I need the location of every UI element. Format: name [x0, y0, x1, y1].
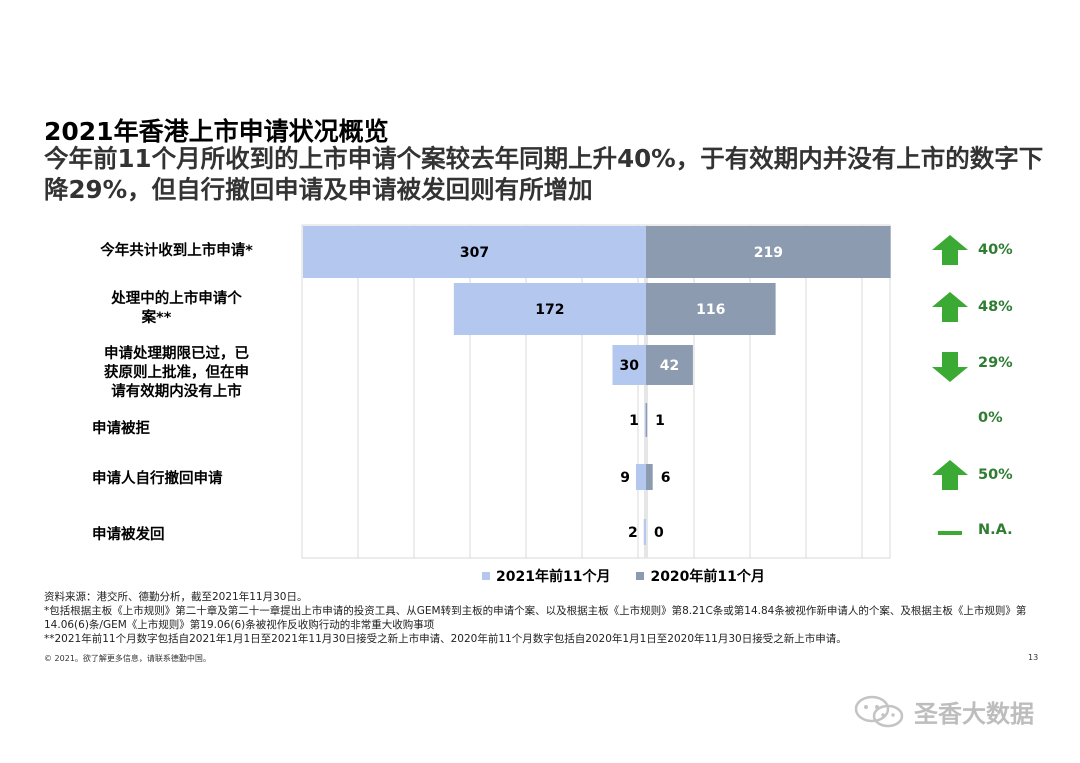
category-label-line: 案** [141, 310, 172, 326]
category-label-line: 请有效期内没有上市 [111, 384, 242, 400]
bar-2021 [644, 403, 646, 437]
value-label-2020: 42 [660, 358, 679, 374]
value-label-2021: 2 [628, 525, 638, 541]
page-subtitle: 今年前11个月所收到的上市申请个案较去年同期上升40%，于有效期内并没有上市的数… [44, 144, 1044, 204]
up-arrow-icon [932, 235, 968, 265]
bar-2021 [303, 226, 646, 278]
legend-swatch-2021 [482, 572, 490, 580]
value-label-2021: 1 [629, 413, 639, 429]
value-label-2021: 30 [619, 358, 639, 374]
category-label-received: 今年共计收到上市申请* [100, 243, 253, 259]
category-label-line: 处理中的上市申请个 [111, 291, 242, 307]
down-arrow-icon [932, 352, 968, 382]
value-label-2021: 9 [620, 470, 630, 486]
change-label: 29% [978, 355, 1013, 371]
footnote-source: 资料来源：港交所、德勤分析，截至2021年11月30日。 [44, 591, 308, 603]
change-label: 40% [978, 242, 1013, 258]
chart-legend: 2021年前11个月 2020年前11个月 [482, 566, 765, 586]
up-arrow-icon [932, 292, 968, 322]
change-label: N.A. [978, 522, 1013, 538]
bar-2021 [612, 345, 646, 385]
change-label: 50% [978, 467, 1013, 483]
plot-frame [301, 224, 891, 559]
page-title: 2021年香港上市申请状况概览 [44, 117, 389, 146]
value-label-2020: 219 [754, 245, 783, 261]
category-label-rejected: 申请被拒 [92, 421, 150, 437]
wechat-icon [854, 695, 904, 727]
watermark: 圣香大数据 [852, 694, 1034, 729]
category-label-line: 申请处理期限已过，已 [104, 346, 249, 362]
bar-2021 [453, 283, 646, 335]
legend-label-2021: 2021年前11个月 [496, 569, 611, 585]
legend-item-2021: 2021年前11个月 [482, 566, 610, 586]
value-label-2021: 307 [460, 245, 489, 261]
bar-2020 [646, 345, 693, 385]
category-label-lapsed: 申请处理期限已过，已 获原则上批准，但在申 请有效期内没有上市 [84, 345, 269, 402]
bar-2020 [646, 283, 776, 335]
bar-2020 [646, 226, 891, 278]
footnote-2: **2021年前11个月数字包括自2021年1月1日至2021年11月30日接受… [44, 633, 847, 645]
change-label: 48% [978, 299, 1013, 315]
category-label-withdrawn: 申请人自行撤回申请 [92, 471, 223, 487]
bar-2020 [646, 464, 653, 490]
category-label-returned: 申请被发回 [92, 527, 165, 543]
change-label: 0% [978, 410, 1003, 426]
bar-2021 [643, 519, 646, 545]
category-label-line: 获原则上批准，但在申 [104, 365, 249, 381]
value-label-2020: 116 [696, 302, 725, 318]
value-label-2020: 6 [661, 470, 671, 486]
legend-label-2020: 2020年前11个月 [650, 569, 765, 585]
legend-swatch-2020 [636, 572, 645, 580]
watermark-text: 圣香大数据 [914, 700, 1034, 728]
up-arrow-icon [932, 460, 968, 490]
value-label-2020: 0 [654, 525, 664, 541]
bar-2021 [635, 464, 646, 490]
dash-icon [938, 531, 962, 535]
legend-item-2020: 2020年前11个月 [636, 566, 765, 586]
footnotes: 资料来源：港交所、德勤分析，截至2021年11月30日。 *包括根据主板《上市规… [44, 590, 1044, 646]
footnote-1: *包括根据主板《上市规则》第二十章及第二十一章提出上市申请的投资工具、从GEM转… [44, 605, 1027, 631]
category-label-processing: 处理中的上市申请个 案** [84, 290, 269, 328]
page-number: 13 [1028, 653, 1039, 662]
value-label-2020: 1 [655, 413, 665, 429]
value-label-2021: 172 [535, 302, 564, 318]
center-divider [644, 225, 648, 558]
bar-2020 [646, 403, 648, 437]
copyright-text: © 2021。欲了解更多信息，请联系德勤中国。 [44, 654, 211, 663]
